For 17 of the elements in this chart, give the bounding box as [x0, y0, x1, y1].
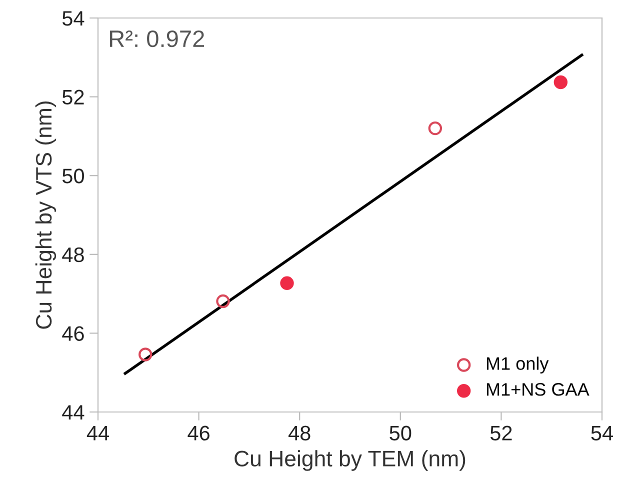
legend-label: M1 only	[486, 356, 549, 374]
y-axis-title: Cu Height by VTS (nm)	[35, 102, 56, 329]
y-tick-label: 50	[62, 168, 84, 184]
y-tick-label: 54	[62, 11, 84, 26]
annotation: R²: 0.972	[110, 30, 204, 48]
x-tick-label: 54	[591, 426, 613, 440]
y-tick-label: 46	[62, 326, 84, 341]
y-tick-label: 44	[62, 405, 84, 420]
x-axis-title: Cu Height by TEM (nm)	[234, 450, 466, 471]
y-tick-label: 48	[62, 247, 84, 262]
y-tick-label: 52	[62, 90, 84, 105]
x-tick-label: 46	[188, 426, 210, 440]
x-tick-label: 48	[288, 426, 310, 440]
x-tick-label: 50	[390, 426, 412, 440]
legend-label: M1+NS GAA	[486, 383, 590, 396]
x-tick-label: 44	[86, 426, 109, 440]
x-tick-label: 52	[490, 426, 512, 440]
